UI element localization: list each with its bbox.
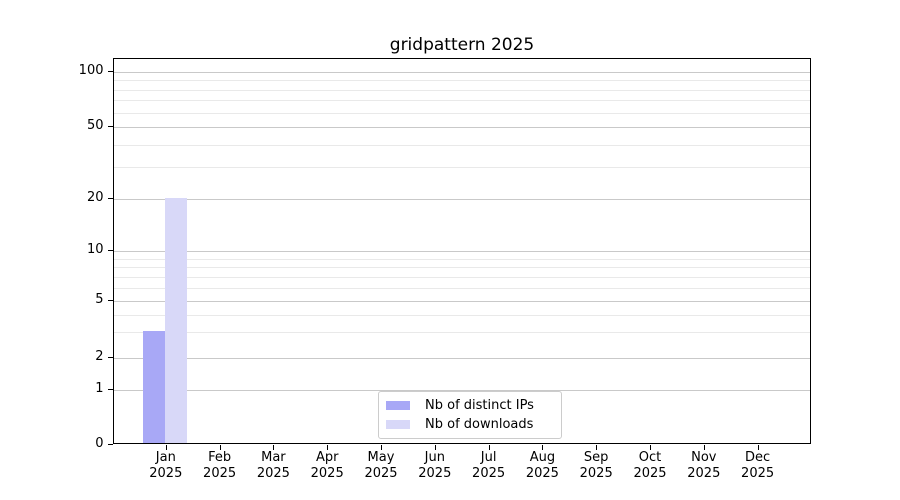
major-gridline [114,251,810,252]
y-tick-label: 1 [95,381,104,396]
y-tick-mark [108,356,113,358]
x-tick-mark [596,444,598,450]
x-tick-label: May 2025 [349,450,413,482]
y-tick-label: 5 [95,292,104,307]
minor-gridline [114,314,810,316]
x-tick-mark [703,444,705,450]
y-tick-mark [108,389,113,390]
plot-area [113,58,811,444]
minor-gridline [114,287,810,289]
month-name: Sep [583,450,609,465]
month-year: 2025 [203,466,237,481]
minor-gridline [114,144,810,146]
month-name: Nov [691,450,717,465]
minor-gridline [114,276,810,278]
x-tick-mark [165,444,167,450]
month-name: May [367,450,395,465]
minor-gridline [114,258,810,260]
legend: Nb of distinct IPs Nb of downloads [378,391,562,439]
y-tick-label: 100 [78,63,104,78]
month-name: Dec [745,450,771,465]
major-gridline [114,199,810,200]
x-tick-mark [757,444,759,450]
x-tick-mark [542,444,544,450]
month-year: 2025 [579,466,613,481]
bar-distinct-ips-jan [143,331,166,443]
month-year: 2025 [418,466,452,481]
month-name: Jan [155,450,176,465]
y-tick-mark [108,71,113,72]
legend-swatch-distinct-ips [386,401,410,410]
legend-label-distinct-ips: Nb of distinct IPs [425,398,534,413]
y-tick-label: 10 [86,242,104,257]
legend-item-distinct-ips: Nb of distinct IPs [386,396,554,415]
legend-label-downloads: Nb of downloads [425,417,534,432]
y-tick-mark [108,300,113,301]
x-tick-label: Feb 2025 [188,450,252,482]
month-year: 2025 [633,466,667,481]
y-tick-mark [108,126,113,127]
legend-swatch-downloads [386,420,410,429]
y-tick-label: 2 [95,348,104,364]
x-tick-label: Nov 2025 [672,450,736,482]
minor-gridline [114,80,810,82]
major-gridline [114,390,810,391]
legend-item-downloads: Nb of downloads [386,415,554,434]
minor-gridline [114,267,810,269]
x-tick-mark [381,444,382,450]
month-name: Jun [424,450,445,465]
x-tick-mark [434,444,436,450]
x-tick-label: Aug 2025 [510,450,574,482]
x-tick-mark [273,444,275,450]
minor-gridline [114,100,810,102]
month-year: 2025 [525,466,559,481]
x-tick-label: Jul 2025 [457,450,521,482]
x-tick-label: Sep 2025 [564,450,628,482]
x-tick-label: Jan 2025 [134,450,198,482]
x-tick-label: Jun 2025 [403,450,467,482]
y-tick-label: 50 [86,118,104,133]
major-gridline [114,357,810,359]
minor-gridline [114,167,810,169]
x-tick-mark [219,444,221,450]
y-tick-label: 0 [95,436,104,451]
x-tick-label: Mar 2025 [241,450,305,482]
y-tick-mark [108,198,113,199]
chart-title: gridpattern 2025 [389,35,535,55]
y-tick-mark [108,250,113,251]
month-name: Jul [480,450,497,465]
y-tick-label: 20 [86,190,104,205]
minor-gridline [114,112,810,114]
major-gridline [114,72,810,73]
month-year: 2025 [149,466,183,481]
month-year: 2025 [256,466,290,481]
major-gridline [114,301,810,302]
minor-gridline [114,89,810,91]
month-name: Oct [638,450,662,465]
x-tick-label: Apr 2025 [295,450,359,482]
x-tick-mark [327,444,329,450]
x-tick-mark [650,444,651,450]
major-gridline [114,127,810,128]
month-year: 2025 [741,466,775,481]
month-year: 2025 [364,466,398,481]
bar-downloads-jan [165,198,188,443]
month-name: Feb [208,450,232,465]
month-year: 2025 [310,466,344,481]
month-year: 2025 [472,466,506,481]
x-tick-label: Dec 2025 [726,450,790,482]
month-name: Apr [315,450,339,465]
month-name: Mar [261,450,286,465]
y-tick-mark [108,444,113,445]
minor-gridline [114,332,810,334]
month-name: Aug [529,450,556,465]
x-tick-mark [488,444,490,450]
x-tick-label: Oct 2025 [618,450,682,482]
month-year: 2025 [687,466,721,481]
